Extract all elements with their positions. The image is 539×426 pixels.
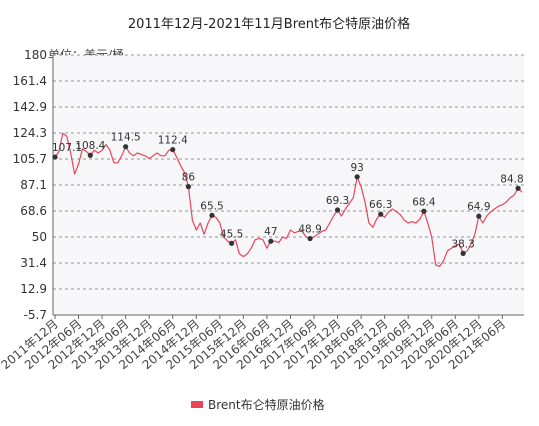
- y-tick-label: 142.9: [13, 100, 47, 114]
- data-label: 38.3: [451, 238, 474, 250]
- data-label: 65.5: [200, 200, 223, 212]
- data-point: [52, 154, 58, 160]
- data-point: [228, 240, 235, 246]
- data-label: 93: [350, 162, 363, 174]
- y-tick-label: 180: [24, 48, 47, 62]
- data-label: 48.9: [298, 224, 321, 236]
- y-tick-label: -5.7: [24, 308, 47, 322]
- data-label: 45.5: [220, 228, 243, 240]
- data-label: 66.3: [369, 199, 392, 211]
- data-point: [354, 174, 360, 180]
- series-line: [54, 132, 523, 267]
- data-point: [87, 152, 93, 158]
- y-tick-label: 124.3: [13, 126, 47, 140]
- data-point: [515, 185, 521, 191]
- data-label: 107.1: [52, 142, 82, 154]
- data-label: 114.5: [111, 132, 141, 144]
- y-tick-label: 31.4: [20, 256, 47, 270]
- y-tick-label: 105.7: [13, 152, 47, 166]
- data-point: [209, 212, 215, 218]
- data-point: [170, 147, 176, 153]
- data-point: [421, 208, 427, 214]
- data-label: 108.4: [75, 140, 105, 152]
- legend-label: Brent布仑特原油价格: [208, 397, 325, 412]
- chart-title: 2011年12月-2021年11月Brent布仑特原油价格: [128, 16, 410, 32]
- data-point: [476, 213, 482, 219]
- data-label: 68.4: [412, 196, 436, 208]
- y-tick-label: 50: [32, 230, 47, 244]
- data-label: 84.8: [500, 173, 523, 185]
- data-point: [123, 144, 129, 150]
- data-point: [334, 207, 341, 213]
- y-tick-label: 12.9: [20, 282, 47, 296]
- data-point: [307, 235, 313, 242]
- legend-swatch: [191, 401, 203, 408]
- y-tick-label: 161.4: [13, 74, 47, 88]
- data-label: 69.3: [326, 195, 349, 207]
- data-label: 86: [182, 172, 196, 184]
- data-point: [268, 238, 274, 244]
- y-tick-label: 87.1: [20, 178, 47, 192]
- data-label: 64.9: [467, 201, 490, 213]
- y-tick-label: 68.6: [20, 204, 47, 218]
- data-point: [378, 211, 384, 217]
- data-point: [185, 184, 192, 190]
- data-label: 112.4: [158, 135, 188, 147]
- legend[interactable]: Brent布仑特原油价格: [191, 397, 325, 412]
- data-label: 47: [264, 226, 277, 238]
- data-point: [460, 250, 466, 256]
